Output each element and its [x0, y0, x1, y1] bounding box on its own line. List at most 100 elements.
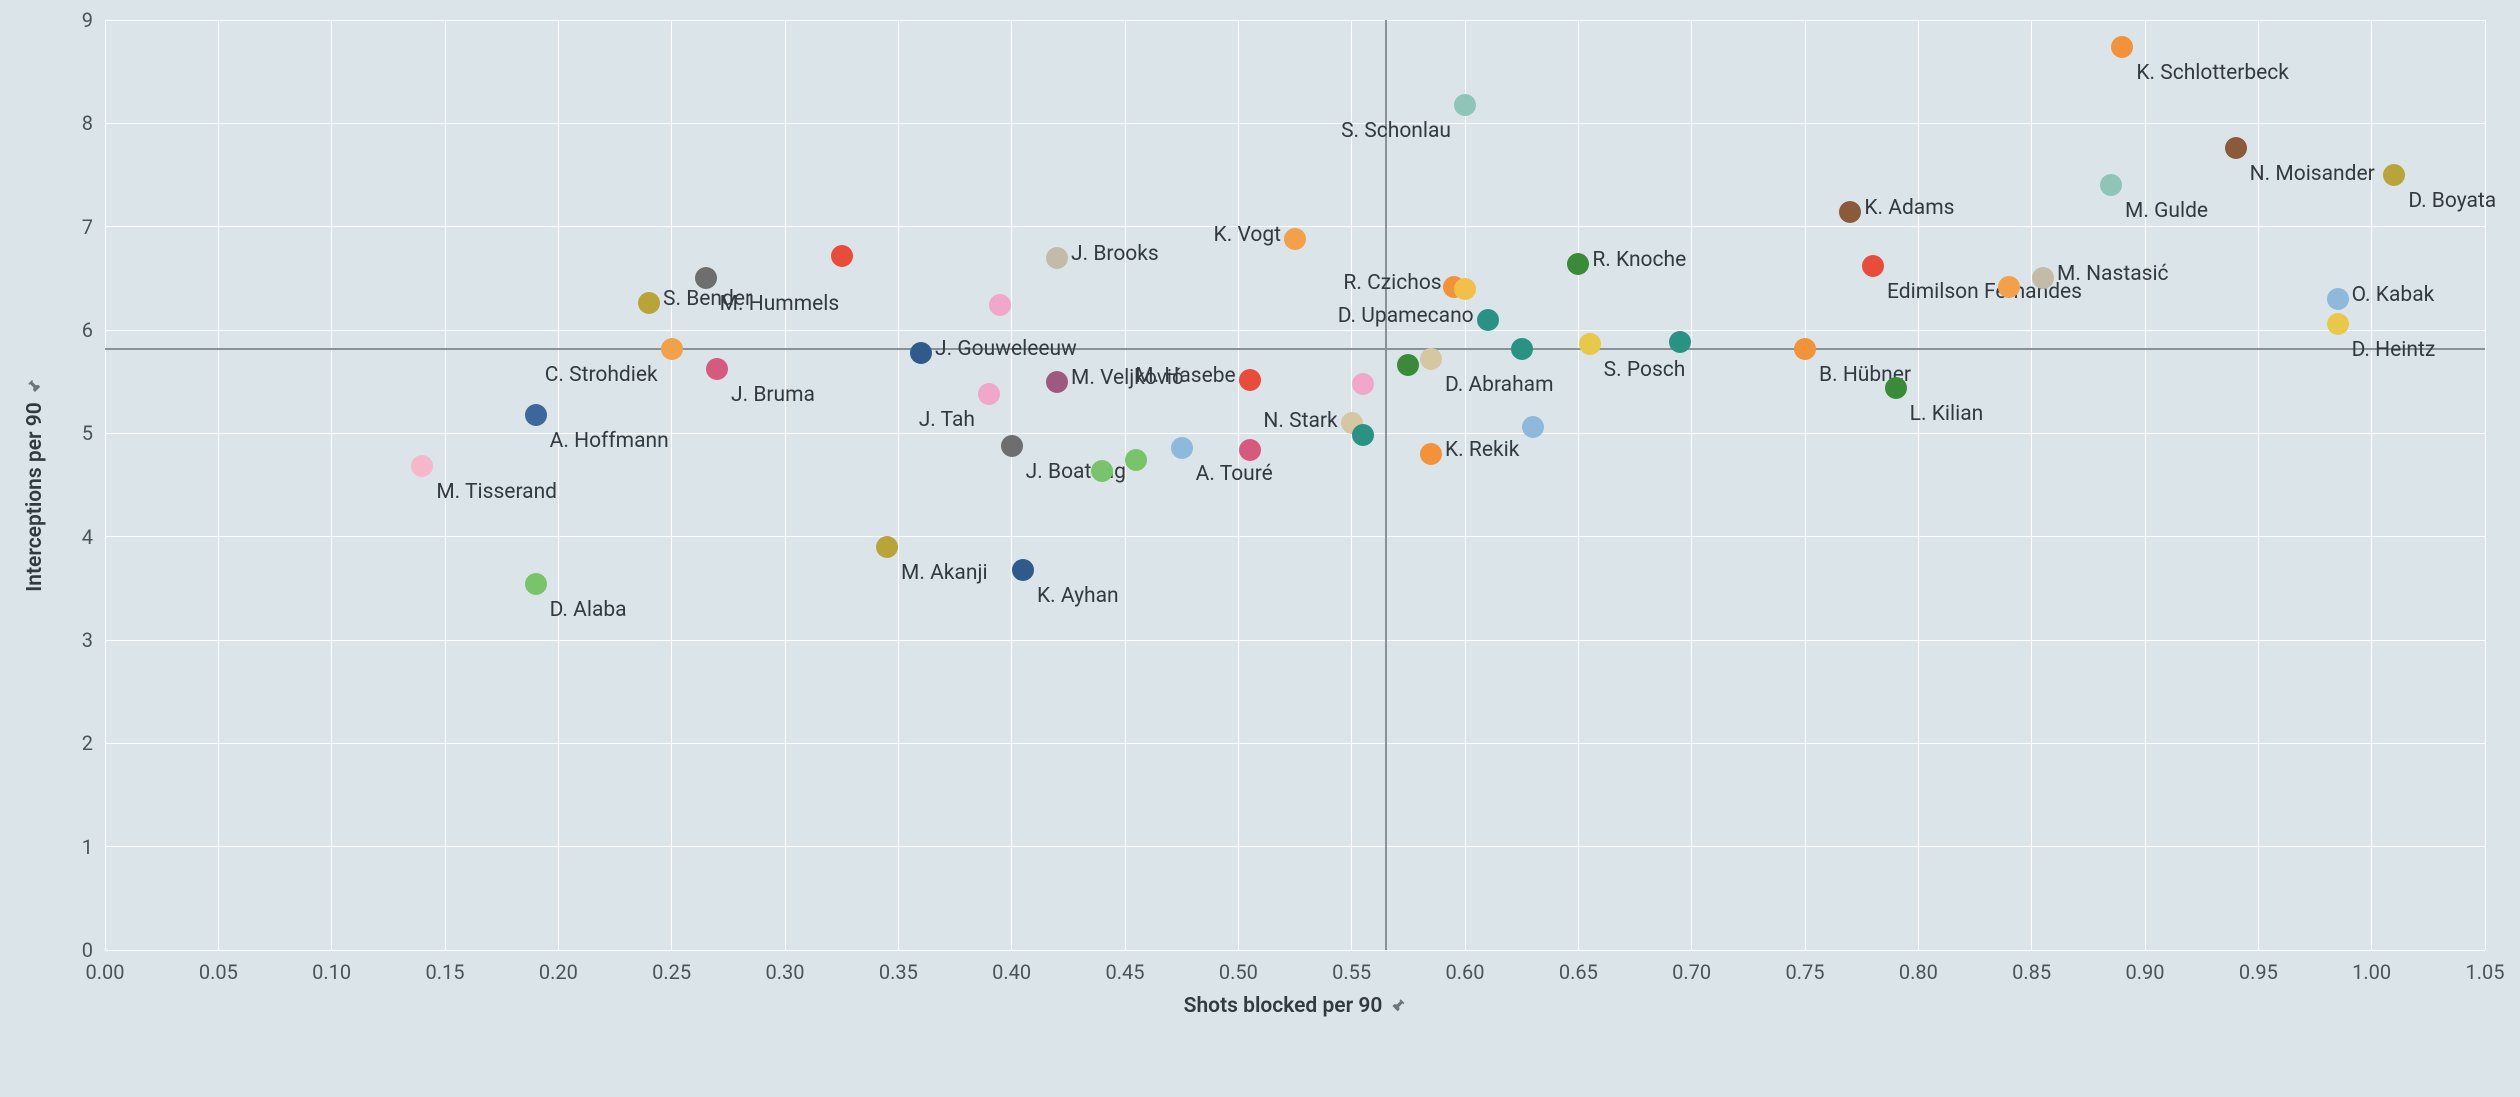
- x-tick-label: 0.95: [2239, 960, 2278, 984]
- data-point-label: Edimilson Fernandes: [1887, 280, 2082, 304]
- data-point[interactable]: [2100, 174, 2122, 196]
- data-point[interactable]: [1239, 369, 1261, 391]
- data-point[interactable]: [1420, 443, 1442, 465]
- grid-line-y: [105, 640, 2485, 641]
- data-point[interactable]: [525, 404, 547, 426]
- data-point[interactable]: [2383, 164, 2405, 186]
- data-point[interactable]: [2327, 313, 2349, 335]
- mean-line-y: [105, 348, 2485, 350]
- grid-line-x: [898, 20, 899, 950]
- data-point[interactable]: [638, 292, 660, 314]
- data-point[interactable]: [1397, 354, 1419, 376]
- x-tick-label: 0.40: [992, 960, 1031, 984]
- data-point-label: L. Kilian: [1910, 402, 1984, 426]
- data-point[interactable]: [1669, 331, 1691, 353]
- data-point[interactable]: [1862, 255, 1884, 277]
- data-point-label: N. Moisander: [2250, 162, 2375, 186]
- data-point[interactable]: [2111, 36, 2133, 58]
- data-point[interactable]: [695, 267, 717, 289]
- data-point[interactable]: [989, 294, 1011, 316]
- pin-icon[interactable]: [1388, 997, 1406, 1015]
- y-tick-label: 0: [82, 938, 93, 962]
- data-point[interactable]: [1091, 460, 1113, 482]
- y-tick-label: 5: [82, 421, 93, 445]
- grid-line-x: [331, 20, 332, 950]
- grid-line-y: [105, 123, 2485, 124]
- x-tick-label: 0.35: [879, 960, 918, 984]
- data-point[interactable]: [1567, 253, 1589, 275]
- data-point-label: D. Heintz: [2352, 338, 2436, 362]
- x-axis-title: Shots blocked per 90: [1184, 994, 1407, 1018]
- pin-icon[interactable]: [26, 378, 44, 396]
- data-point[interactable]: [1171, 437, 1193, 459]
- data-point-label: R. Knoche: [1592, 248, 1686, 272]
- data-point-label: M. Hummels: [720, 292, 840, 316]
- data-point[interactable]: [1454, 278, 1476, 300]
- data-point[interactable]: [1579, 333, 1601, 355]
- data-point-label: D. Upamecano: [1338, 304, 1474, 328]
- data-point[interactable]: [978, 383, 1000, 405]
- grid-line-y: [105, 226, 2485, 227]
- data-point-label: M. Nastasić: [2057, 262, 2169, 286]
- data-point[interactable]: [1454, 94, 1476, 116]
- data-point[interactable]: [1352, 424, 1374, 446]
- grid-line-x: [2485, 20, 2486, 950]
- y-tick-label: 8: [82, 111, 93, 135]
- data-point-label: S. Schonlau: [1341, 119, 1451, 143]
- data-point[interactable]: [411, 455, 433, 477]
- grid-line-x: [1918, 20, 1919, 950]
- data-point-label: D. Alaba: [550, 598, 627, 622]
- grid-line-x: [1805, 20, 1806, 950]
- data-point[interactable]: [1998, 276, 2020, 298]
- grid-line-x: [2371, 20, 2372, 950]
- data-point[interactable]: [2327, 288, 2349, 310]
- data-point[interactable]: [1477, 309, 1499, 331]
- grid-line-x: [1125, 20, 1126, 950]
- grid-line-y: [105, 950, 2485, 951]
- data-point[interactable]: [1046, 371, 1068, 393]
- x-tick-label: 0.15: [426, 960, 465, 984]
- grid-line-x: [2031, 20, 2032, 950]
- data-point[interactable]: [1046, 247, 1068, 269]
- data-point-label: J. Tah: [919, 408, 975, 432]
- data-point[interactable]: [1012, 559, 1034, 581]
- y-tick-label: 4: [82, 525, 93, 549]
- data-point[interactable]: [1511, 338, 1533, 360]
- grid-line-x: [1691, 20, 1692, 950]
- data-point[interactable]: [2032, 267, 2054, 289]
- data-point[interactable]: [1794, 338, 1816, 360]
- data-point[interactable]: [706, 358, 728, 380]
- x-tick-label: 0.90: [2126, 960, 2165, 984]
- data-point[interactable]: [1125, 449, 1147, 471]
- data-point-label: J. Bruma: [731, 383, 815, 407]
- x-tick-label: 0.80: [1899, 960, 1938, 984]
- data-point[interactable]: [1284, 228, 1306, 250]
- data-point[interactable]: [910, 342, 932, 364]
- y-axis-title: Interceptions per 90: [23, 378, 47, 592]
- data-point[interactable]: [525, 573, 547, 595]
- data-point-label: K. Vogt: [1214, 223, 1281, 247]
- data-point[interactable]: [1885, 377, 1907, 399]
- x-tick-label: 1.05: [2466, 960, 2505, 984]
- data-point[interactable]: [1839, 201, 1861, 223]
- x-tick-label: 0.65: [1559, 960, 1598, 984]
- data-point[interactable]: [1522, 416, 1544, 438]
- data-point[interactable]: [1001, 435, 1023, 457]
- x-tick-label: 0.25: [652, 960, 691, 984]
- data-point[interactable]: [831, 245, 853, 267]
- x-tick-label: 0.10: [312, 960, 351, 984]
- data-point-label: A. Hoffmann: [550, 429, 669, 453]
- data-point-label: K. Schlotterbeck: [2136, 61, 2289, 85]
- grid-line-x: [1011, 20, 1012, 950]
- data-point[interactable]: [1352, 373, 1374, 395]
- data-point[interactable]: [1239, 439, 1261, 461]
- data-point-label: M. Tisserand: [436, 480, 557, 504]
- x-tick-label: 0.45: [1106, 960, 1145, 984]
- y-tick-label: 1: [82, 835, 93, 859]
- data-point[interactable]: [1420, 348, 1442, 370]
- data-point[interactable]: [661, 338, 683, 360]
- x-tick-label: 0.50: [1219, 960, 1258, 984]
- data-point[interactable]: [2225, 137, 2247, 159]
- data-point[interactable]: [876, 536, 898, 558]
- grid-line-y: [105, 536, 2485, 537]
